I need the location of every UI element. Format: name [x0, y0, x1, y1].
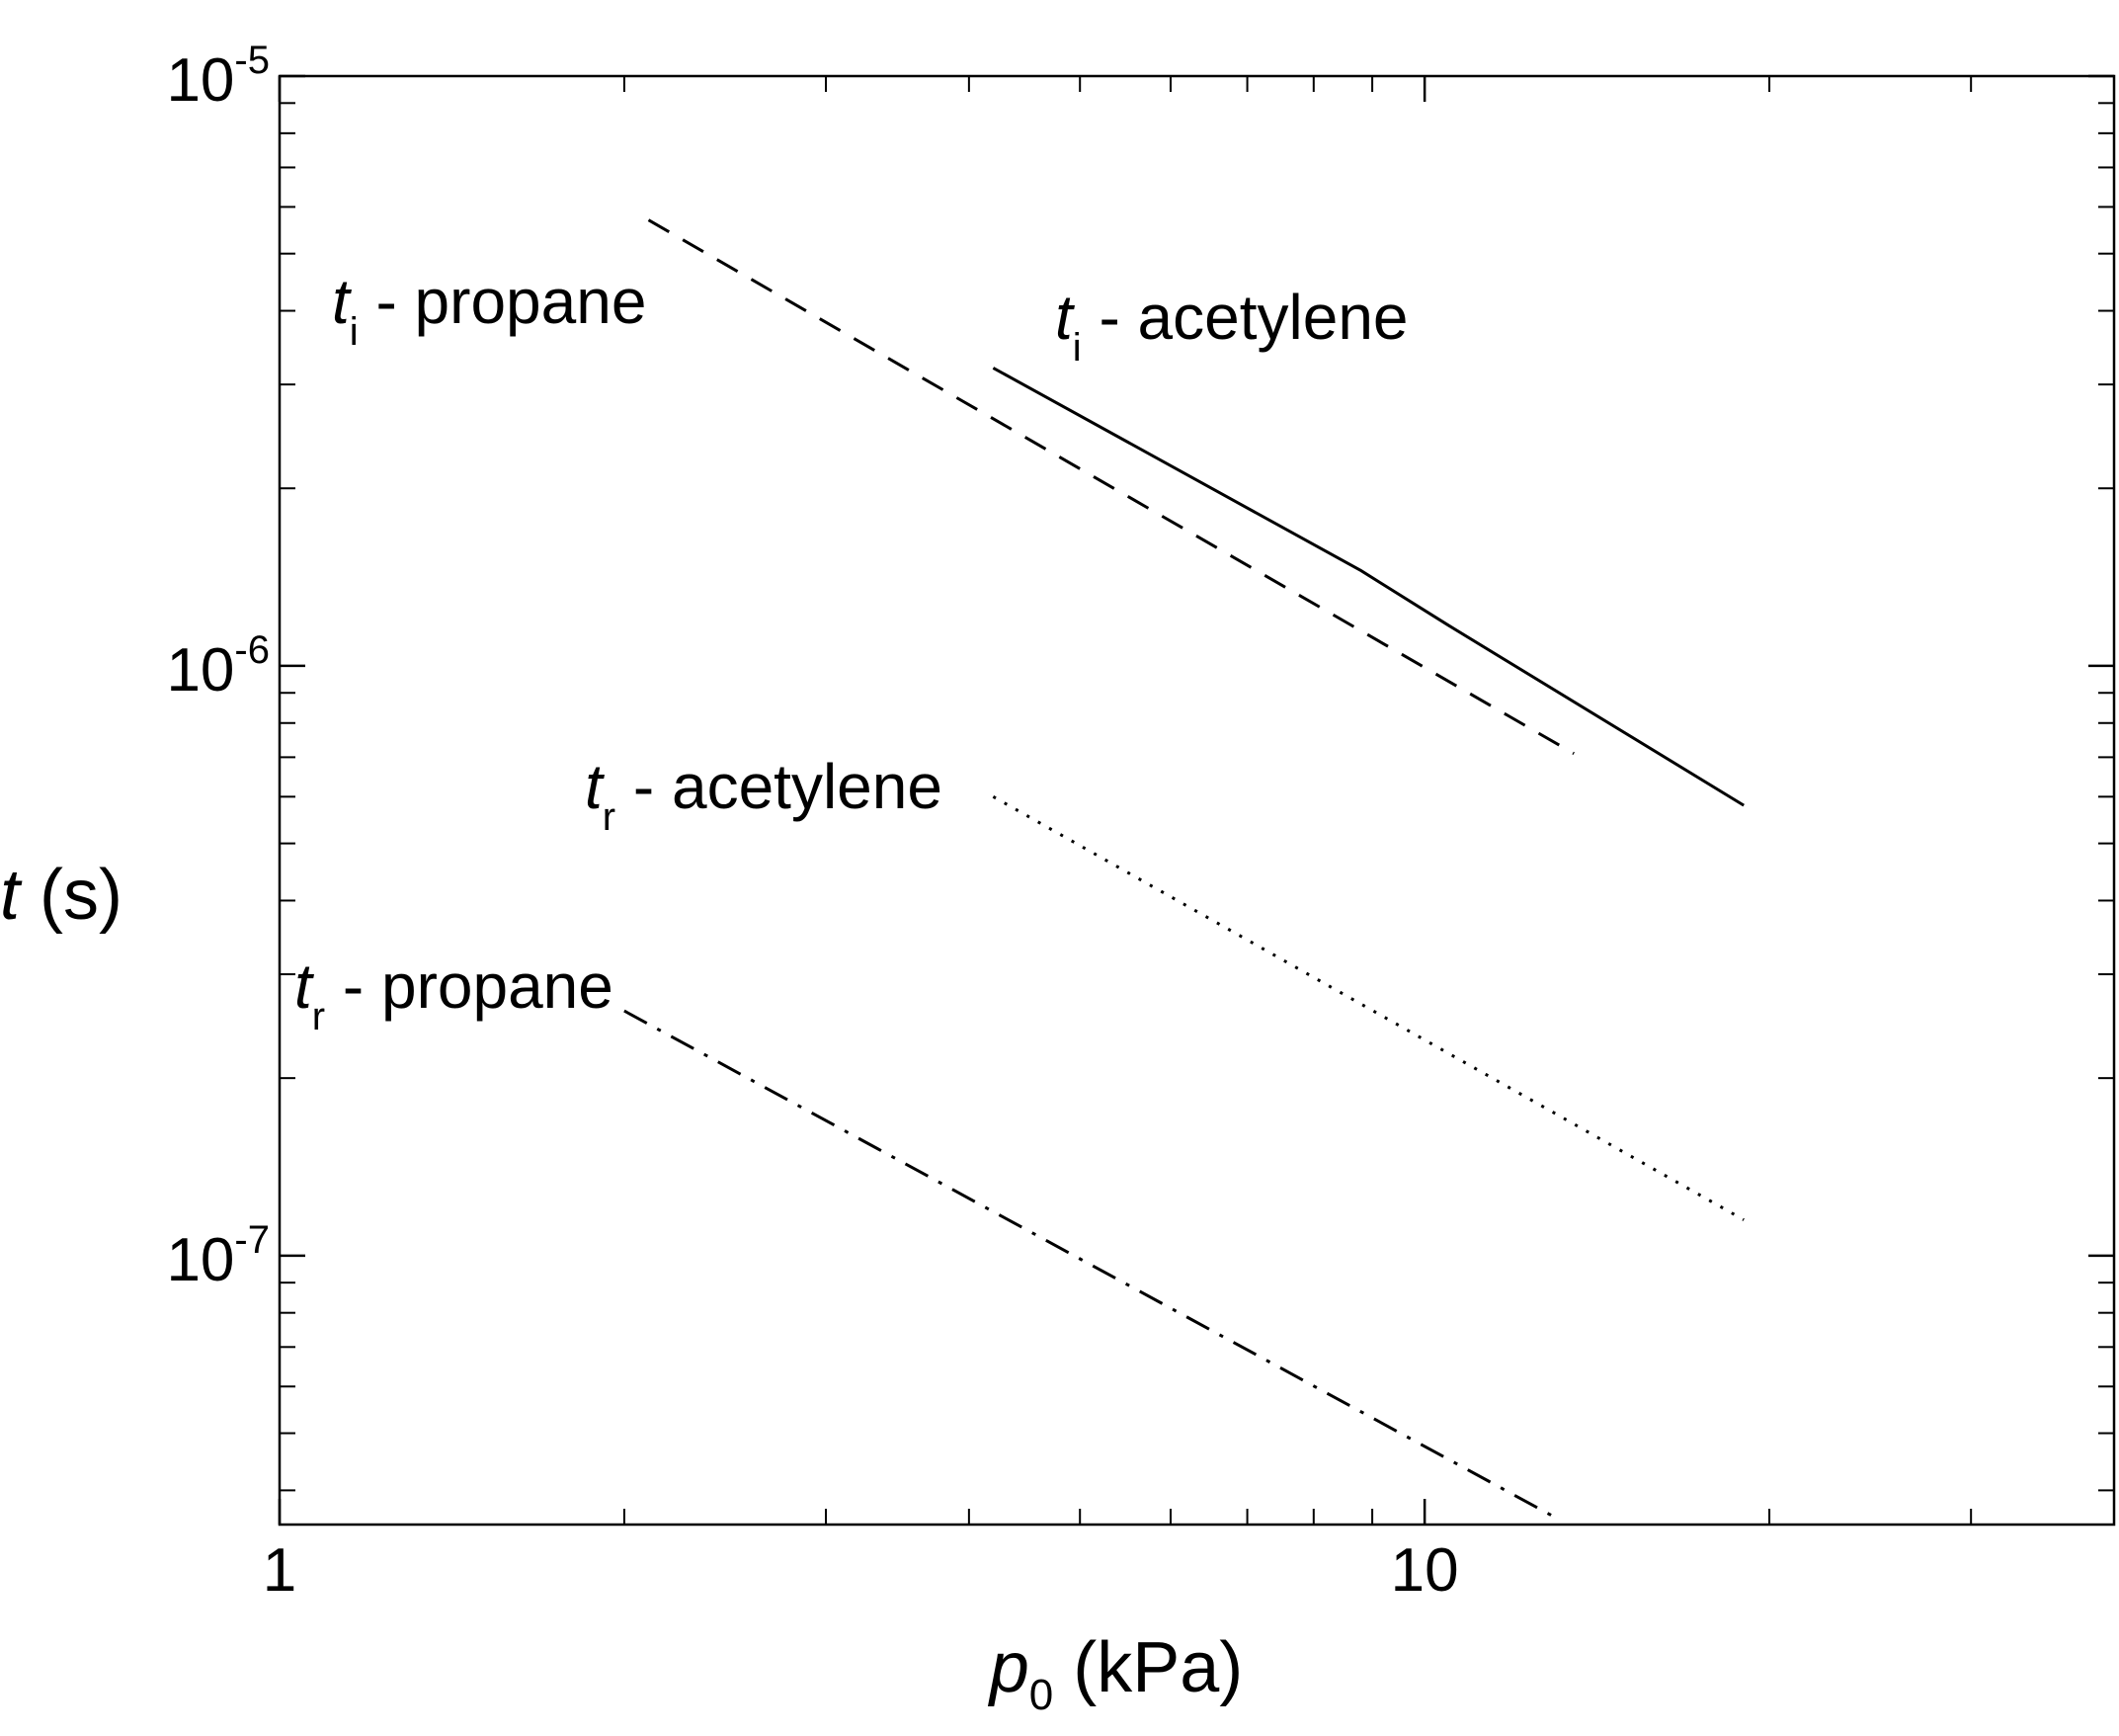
series-label-var: t: [1055, 282, 1075, 353]
x-axis-title: p0 (kPa): [988, 1628, 1244, 1719]
y-axis-title: t (s): [0, 856, 122, 935]
series-label-tr-propane: tr - propane: [294, 951, 613, 1038]
x-tick-labels: 1 10: [263, 1536, 1459, 1605]
y-tick-exponent: -5: [234, 39, 270, 82]
series-label-var: t: [294, 951, 314, 1022]
x-axis-var: p: [988, 1628, 1029, 1707]
series-label-ti-propane: ti - propane: [332, 266, 646, 354]
y-tick-base: 10: [166, 636, 234, 704]
series-label-sub: i: [350, 310, 359, 354]
y-tick-exponent: -6: [234, 628, 270, 672]
y-tick-labels: 10-710-610-5: [166, 39, 270, 1294]
series-group: [623, 218, 1745, 1520]
y-tick-exponent: -7: [234, 1218, 270, 1262]
minor-ticks: [280, 76, 2114, 1525]
x-axis-unit: (kPa): [1053, 1628, 1243, 1707]
series-label-var: t: [332, 266, 352, 337]
series-label-sub: i: [1073, 326, 1082, 370]
series-line-0: [647, 218, 1575, 755]
y-tick-base: 10: [166, 46, 234, 115]
series-label-sub: r: [312, 995, 325, 1038]
y-axis-unit: (s): [20, 856, 122, 935]
y-tick-label: 10-6: [166, 628, 270, 704]
series-label-rest: - acetylene: [615, 751, 942, 822]
y-axis-var: t: [0, 856, 23, 935]
series-label-tr-acetylene: tr - acetylene: [585, 751, 942, 839]
series-label-ti-acetylene: ti - acetylene: [1055, 282, 1409, 370]
plot-frame: [278, 74, 2116, 1527]
series-label-sub: r: [603, 795, 615, 839]
series-label-rest: - acetylene: [1082, 282, 1409, 353]
series-label-var: t: [585, 751, 605, 822]
y-tick-base: 10: [166, 1226, 234, 1294]
y-tick-label: 10-5: [166, 39, 270, 115]
series-line-2: [992, 794, 1745, 1221]
y-tick-label: 10-7: [166, 1218, 270, 1294]
x-tick-label: 10: [1391, 1536, 1459, 1605]
series-line-3: [623, 1009, 1556, 1520]
series-line-1: [992, 367, 1745, 807]
x-tick-label: 1: [263, 1536, 296, 1605]
x-axis-sub: 0: [1029, 1671, 1053, 1719]
series-label-rest: - propane: [325, 951, 613, 1022]
series-label-rest: - propane: [359, 266, 647, 337]
